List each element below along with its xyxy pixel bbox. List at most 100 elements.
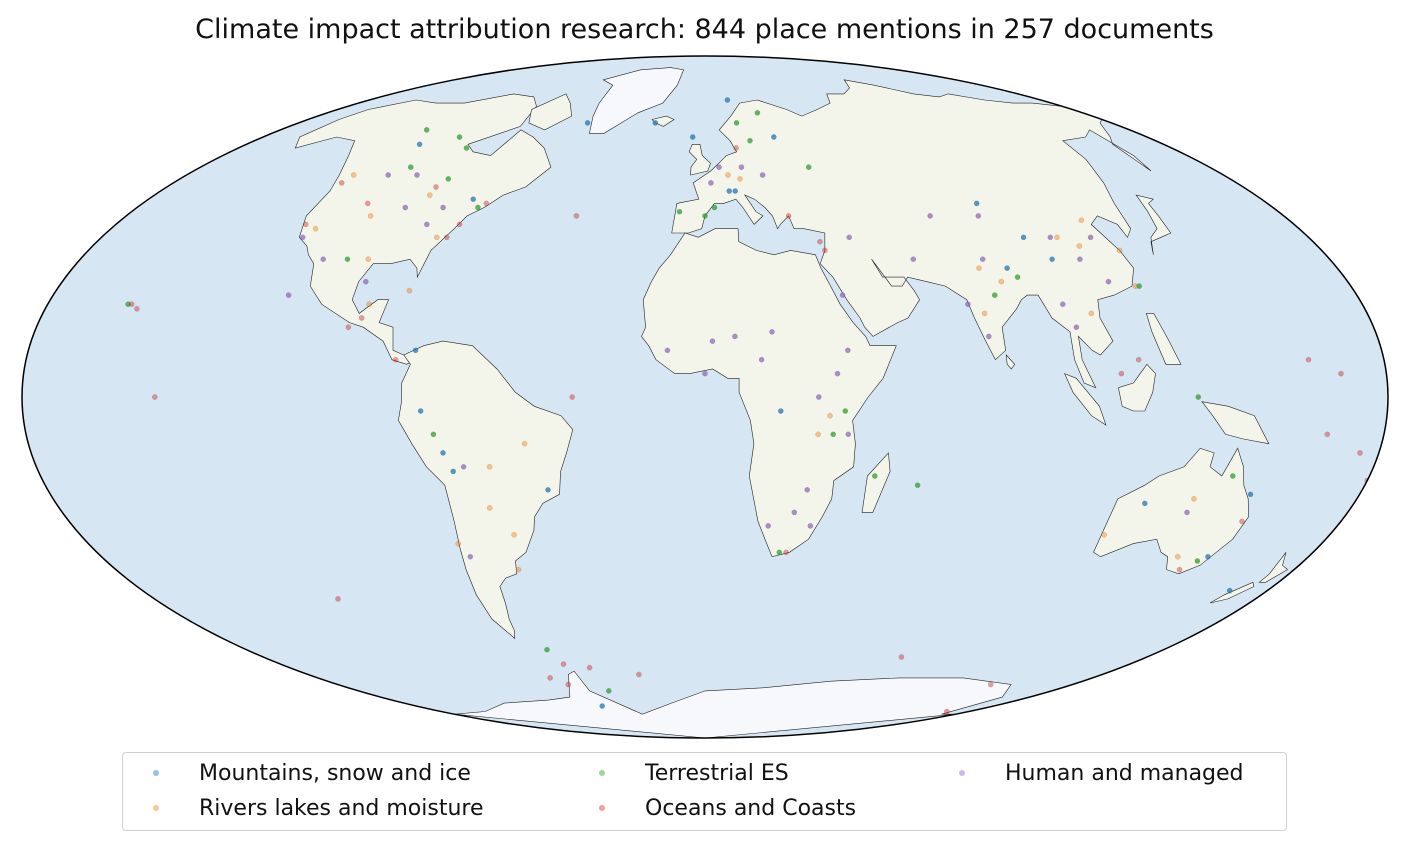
point-oceans-and-coasts xyxy=(944,708,950,715)
legend-marker xyxy=(959,770,965,776)
point-human-and-managed xyxy=(440,204,446,211)
point-oceans-and-coasts xyxy=(338,180,345,186)
point-oceans-and-coasts xyxy=(1357,450,1363,456)
point-human-and-managed xyxy=(285,292,292,298)
point-rivers-lakes-and-moisture xyxy=(725,172,731,178)
point-oceans-and-coasts xyxy=(636,671,642,678)
point-human-and-managed xyxy=(732,333,738,340)
point-rivers-lakes-and-moisture xyxy=(981,310,988,317)
point-human-and-managed xyxy=(845,347,851,354)
point-terrestrial-es xyxy=(805,164,812,170)
point-human-and-managed xyxy=(986,333,992,340)
point-mountains-snow-and-ice xyxy=(416,141,423,148)
point-human-and-managed xyxy=(362,278,369,285)
point-human-and-managed xyxy=(765,523,772,529)
point-mountains-snow-and-ice xyxy=(440,450,446,456)
point-terrestrial-es xyxy=(344,256,351,263)
point-rivers-lakes-and-moisture xyxy=(365,256,372,263)
globe-outline xyxy=(21,55,1389,739)
place-markers xyxy=(125,97,1370,715)
point-oceans-and-coasts xyxy=(987,681,994,688)
point-oceans-and-coasts xyxy=(443,234,450,241)
point-oceans-and-coasts xyxy=(783,549,789,556)
point-oceans-and-coasts xyxy=(785,213,792,219)
point-human-and-managed xyxy=(965,301,971,308)
point-mountains-snow-and-ice xyxy=(1226,587,1233,594)
point-rivers-lakes-and-moisture xyxy=(1054,234,1060,241)
point-human-and-managed xyxy=(804,486,811,493)
point-human-and-managed xyxy=(738,164,745,170)
point-rivers-lakes-and-moisture xyxy=(1078,217,1085,223)
legend-label: Rivers lakes and moisture xyxy=(199,795,484,821)
point-rivers-lakes-and-moisture xyxy=(515,566,522,573)
point-terrestrial-es xyxy=(606,688,612,694)
point-human-and-managed xyxy=(702,370,708,377)
point-human-and-managed xyxy=(759,172,766,178)
point-oceans-and-coasts xyxy=(302,221,309,228)
point-terrestrial-es xyxy=(1014,274,1021,280)
point-mountains-snow-and-ice xyxy=(412,347,419,354)
point-mountains-snow-and-ice xyxy=(1205,553,1211,560)
point-oceans-and-coasts xyxy=(573,213,580,219)
legend-item-terrestrial: Terrestrial ES xyxy=(569,758,789,788)
point-human-and-managed xyxy=(927,213,933,219)
point-rivers-lakes-and-moisture xyxy=(827,412,833,419)
point-mountains-snow-and-ice xyxy=(1142,500,1148,507)
point-terrestrial-es xyxy=(747,137,753,144)
point-human-and-managed xyxy=(839,292,846,298)
legend-marker xyxy=(599,770,605,776)
point-human-and-managed xyxy=(460,463,467,470)
point-human-and-managed xyxy=(846,234,853,241)
point-terrestrial-es xyxy=(991,292,998,298)
point-oceans-and-coasts xyxy=(392,356,399,363)
point-mountains-snow-and-ice xyxy=(1049,256,1055,263)
point-terrestrial-es xyxy=(676,208,683,215)
point-human-and-managed xyxy=(816,394,822,400)
point-terrestrial-es xyxy=(830,431,837,438)
point-mountains-snow-and-ice xyxy=(732,188,739,194)
point-oceans-and-coasts xyxy=(560,661,567,667)
point-terrestrial-es xyxy=(711,204,718,211)
point-oceans-and-coasts xyxy=(822,247,828,254)
point-human-and-managed xyxy=(402,204,409,211)
landmass-antarctica xyxy=(454,670,1012,738)
point-human-and-managed xyxy=(1073,324,1080,331)
point-terrestrial-es xyxy=(842,408,849,414)
point-mountains-snow-and-ice xyxy=(470,196,477,202)
point-human-and-managed xyxy=(758,356,765,363)
point-rivers-lakes-and-moisture xyxy=(486,463,493,470)
point-terrestrial-es xyxy=(754,110,761,116)
point-human-and-managed xyxy=(1184,509,1190,516)
point-mountains-snow-and-ice xyxy=(417,408,424,414)
point-oceans-and-coasts xyxy=(586,664,593,671)
point-mountains-snow-and-ice xyxy=(599,703,606,709)
point-human-and-managed xyxy=(467,553,474,560)
point-rivers-lakes-and-moisture xyxy=(366,301,372,308)
point-oceans-and-coasts xyxy=(134,305,140,312)
point-terrestrial-es xyxy=(430,431,437,438)
point-rivers-lakes-and-moisture xyxy=(737,176,743,182)
legend-item-oceans: Oceans and Coasts xyxy=(569,793,856,823)
point-rivers-lakes-and-moisture xyxy=(998,278,1005,285)
point-oceans-and-coasts xyxy=(128,301,135,308)
point-oceans-and-coasts xyxy=(358,315,365,321)
point-mountains-snow-and-ice xyxy=(584,120,591,126)
point-terrestrial-es xyxy=(423,127,430,133)
point-human-and-managed xyxy=(708,180,714,186)
point-mountains-snow-and-ice xyxy=(778,408,784,414)
point-rivers-lakes-and-moisture xyxy=(521,440,528,447)
point-oceans-and-coasts xyxy=(1305,356,1312,363)
point-human-and-managed xyxy=(845,431,852,438)
landmass-north-america xyxy=(294,93,552,365)
point-human-and-managed xyxy=(1077,256,1083,263)
point-human-and-managed xyxy=(385,172,392,178)
point-oceans-and-coasts xyxy=(433,184,439,190)
point-terrestrial-es xyxy=(1136,283,1142,289)
legend-marker xyxy=(153,805,159,811)
point-terrestrial-es xyxy=(702,213,708,219)
point-mountains-snow-and-ice xyxy=(545,486,551,493)
point-mountains-snow-and-ice xyxy=(1004,265,1010,271)
point-human-and-managed xyxy=(834,370,841,377)
point-rivers-lakes-and-moisture xyxy=(815,431,821,438)
